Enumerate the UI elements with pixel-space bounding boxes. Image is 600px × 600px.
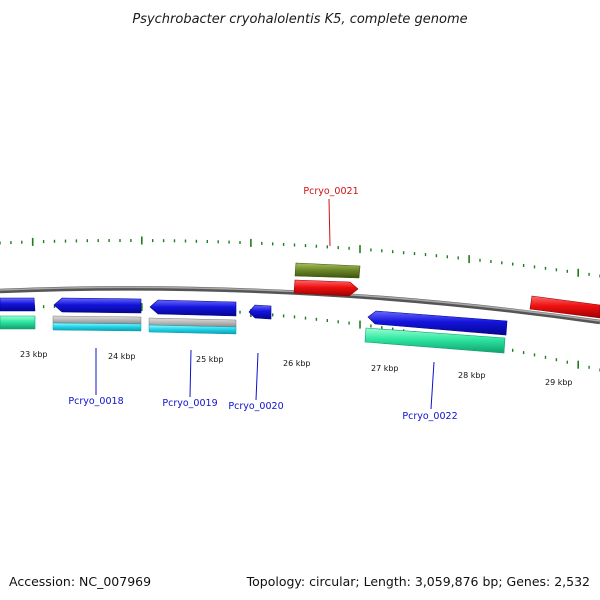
kbp-label-27: 27 kbp [371, 364, 399, 373]
pcryo-0019-feature-bar[interactable] [148, 324, 237, 335]
kbp-label-26: 26 kbp [283, 359, 311, 368]
top-tick-row [0, 236, 600, 278]
gene-label-pcryo-0018[interactable]: Pcryo_0018 [68, 396, 123, 407]
cds-left-edge[interactable] [0, 297, 36, 312]
pcryo-0020-cds-arrow[interactable] [248, 304, 272, 320]
pcryo-0018-feature-bar[interactable] [52, 322, 142, 332]
kbp-label-23: 23 kbp [20, 350, 48, 359]
pcryo-0021-cds-arrow[interactable] [293, 279, 359, 297]
pcryo-0022-cds-arrow[interactable] [367, 310, 508, 336]
pcryo-0019-cds-arrow[interactable] [149, 299, 237, 317]
kbp-label-29: 29 kbp [545, 378, 573, 387]
genome-summary-text: Topology: circular; Length: 3,059,876 bp… [246, 574, 590, 589]
kbp-label-24: 24 kbp [108, 352, 136, 361]
cds-right-edge[interactable] [529, 295, 600, 319]
pcryo-0022-leader [430, 361, 435, 410]
kbp-label-25: 25 kbp [196, 355, 224, 364]
pcryo-0022-feature-bar[interactable] [364, 327, 506, 354]
gene-label-pcryo-0021[interactable]: Pcryo_0021 [303, 186, 358, 197]
pcryo-0018-pseudo-bar[interactable] [52, 315, 142, 325]
pcryo-0020-leader [255, 352, 259, 401]
pcryo-0019-leader [189, 349, 192, 398]
gene-label-pcryo-0020[interactable]: Pcryo_0020 [228, 401, 283, 412]
feature-left-edge[interactable] [0, 315, 36, 330]
gene-label-pcryo-0019[interactable]: Pcryo_0019 [162, 398, 217, 409]
accession-text: Accession: NC_007969 [9, 574, 151, 589]
map-title: Psychrobacter cryohalolentis K5, complet… [132, 12, 467, 27]
pcryo-0021-leader [328, 198, 331, 247]
gene-label-pcryo-0022[interactable]: Pcryo_0022 [402, 411, 457, 422]
pcryo-0021-feature-bar[interactable] [294, 262, 361, 279]
kbp-label-28: 28 kbp [458, 371, 486, 380]
pcryo-0018-cds-arrow[interactable] [53, 297, 142, 314]
